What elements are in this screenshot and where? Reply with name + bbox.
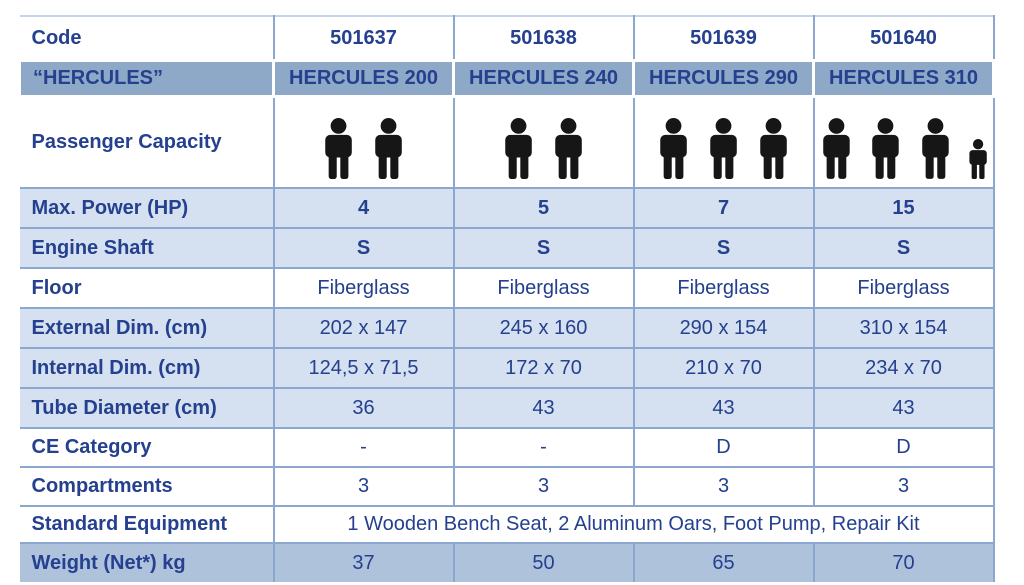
adult-person-icon: [505, 117, 532, 179]
adult-person-icon: [760, 117, 787, 179]
adult-person-icon: [325, 117, 352, 179]
compartments-cell-3: 3: [812, 466, 995, 507]
passenger-capacity-cell-0: [272, 95, 455, 189]
external-cell-1: 245 x 160: [452, 307, 635, 349]
row-tube-label: Tube Diameter (cm): [19, 387, 275, 429]
model-cell-0: HERCULES 200: [272, 59, 455, 98]
row-external-label: External Dim. (cm): [19, 307, 275, 349]
equipment-value-cell: 1 Wooden Bench Seat, 2 Aluminum Oars, Fo…: [272, 505, 995, 544]
floor-cell-0: Fiberglass: [272, 267, 455, 309]
tube-cell-2: 43: [632, 387, 815, 429]
ce-cell-1: -: [452, 427, 635, 468]
row-external-dim: External Dim. (cm) 202 x 147 245 x 160 2…: [19, 307, 995, 349]
ce-cell-3: D: [812, 427, 995, 468]
row-compartments: Compartments 3 3 3 3: [19, 466, 995, 507]
shaft-cell-1: S: [452, 227, 635, 269]
model-cell-3: HERCULES 310: [812, 59, 995, 98]
adult-person-icon: [660, 117, 687, 179]
adult-person-icon: [822, 117, 850, 179]
floor-cell-2: Fiberglass: [632, 267, 815, 309]
code-cell-2: 501639: [632, 15, 815, 62]
internal-cell-3: 234 x 70: [812, 347, 995, 389]
child-person-icon: [969, 138, 988, 179]
internal-cell-0: 124,5 x 71,5: [272, 347, 455, 389]
floor-cell-1: Fiberglass: [452, 267, 635, 309]
shaft-cell-0: S: [272, 227, 455, 269]
adult-person-icon: [555, 117, 582, 179]
row-internal-label: Internal Dim. (cm): [19, 347, 275, 389]
code-cell-1: 501638: [452, 15, 635, 62]
row-passengers-label: Passenger Capacity: [19, 95, 275, 189]
shaft-cell-2: S: [632, 227, 815, 269]
row-engine-shaft: Engine Shaft S S S S: [19, 227, 995, 269]
passenger-capacity-cell-1: [452, 95, 635, 189]
ce-cell-0: -: [272, 427, 455, 468]
compartments-cell-1: 3: [452, 466, 635, 507]
adult-person-icon: [710, 117, 737, 179]
model-cell-1: HERCULES 240: [452, 59, 635, 98]
ce-cell-2: D: [632, 427, 815, 468]
power-cell-1: 5: [452, 187, 635, 229]
adult-person-icon: [872, 117, 900, 179]
tube-cell-3: 43: [812, 387, 995, 429]
hercules-spec-table: Code 501637 501638 501639 501640 “HERCUL…: [18, 15, 995, 582]
internal-cell-1: 172 x 70: [452, 347, 635, 389]
row-weight: Weight (Net*) kg 37 50 65 70: [19, 542, 995, 582]
power-cell-2: 7: [632, 187, 815, 229]
code-cell-0: 501637: [272, 15, 455, 62]
row-code: Code 501637 501638 501639 501640: [19, 15, 995, 62]
external-cell-2: 290 x 154: [632, 307, 815, 349]
tube-cell-0: 36: [272, 387, 455, 429]
tube-cell-1: 43: [452, 387, 635, 429]
weight-cell-3: 70: [812, 542, 995, 582]
compartments-cell-0: 3: [272, 466, 455, 507]
row-floor-label: Floor: [19, 267, 275, 309]
external-cell-0: 202 x 147: [272, 307, 455, 349]
row-ce-label: CE Category: [19, 427, 275, 468]
row-compartments-label: Compartments: [19, 466, 275, 507]
row-tube-diameter: Tube Diameter (cm) 36 43 43 43: [19, 387, 995, 429]
weight-cell-2: 65: [632, 542, 815, 582]
internal-cell-2: 210 x 70: [632, 347, 815, 389]
adult-person-icon: [922, 117, 950, 179]
row-code-label: Code: [19, 15, 275, 62]
weight-cell-0: 37: [272, 542, 455, 582]
row-max-power: Max. Power (HP) 4 5 7 15: [19, 187, 995, 229]
row-weight-label: Weight (Net*) kg: [19, 542, 275, 582]
passenger-capacity-cell-2: [632, 95, 815, 189]
code-cell-3: 501640: [812, 15, 995, 62]
row-power-label: Max. Power (HP): [19, 187, 275, 229]
row-internal-dim: Internal Dim. (cm) 124,5 x 71,5 172 x 70…: [19, 347, 995, 389]
power-cell-0: 4: [272, 187, 455, 229]
row-floor: Floor Fiberglass Fiberglass Fiberglass F…: [19, 267, 995, 309]
power-cell-3: 15: [812, 187, 995, 229]
model-cell-2: HERCULES 290: [632, 59, 815, 98]
weight-cell-1: 50: [452, 542, 635, 582]
row-model-label: “HERCULES”: [18, 59, 275, 98]
floor-cell-3: Fiberglass: [812, 267, 995, 309]
row-ce-category: CE Category - - D D: [19, 427, 995, 468]
compartments-cell-2: 3: [632, 466, 815, 507]
row-shaft-label: Engine Shaft: [19, 227, 275, 269]
adult-person-icon: [375, 117, 402, 179]
row-equipment-label: Standard Equipment: [19, 505, 275, 544]
shaft-cell-3: S: [812, 227, 995, 269]
row-model: “HERCULES” HERCULES 200 HERCULES 240 HER…: [18, 59, 995, 98]
row-passenger-capacity: Passenger Capacity: [19, 95, 995, 189]
passenger-capacity-cell-3: [812, 95, 995, 189]
external-cell-3: 310 x 154: [812, 307, 995, 349]
row-standard-equipment: Standard Equipment 1 Wooden Bench Seat, …: [19, 505, 995, 544]
